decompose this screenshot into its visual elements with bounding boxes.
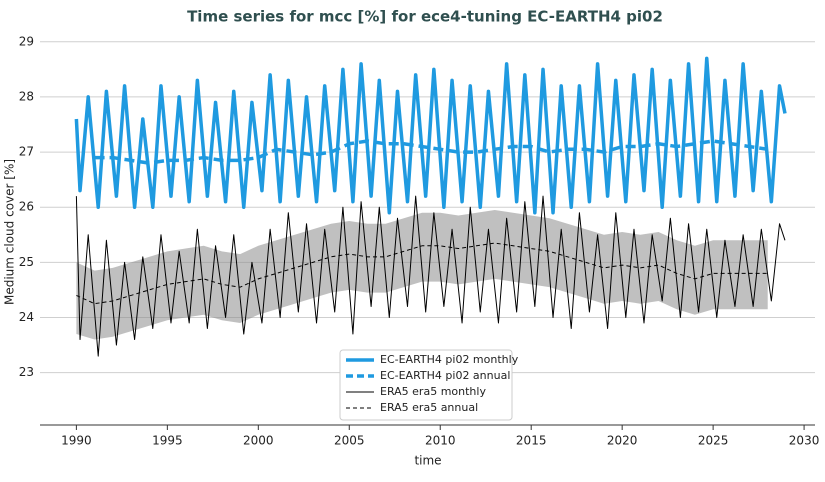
y-tick-label: 27 — [19, 145, 34, 159]
x-tick-label: 2010 — [425, 434, 456, 448]
y-tick-label: 29 — [19, 34, 34, 48]
series-line — [94, 139, 768, 165]
x-tick-label: 2030 — [789, 434, 820, 448]
legend: EC-EARTH4 pi02 monthly EC-EARTH4 pi02 ann… — [339, 349, 519, 421]
x-tick-label: 2015 — [516, 434, 547, 448]
series-line — [74, 56, 787, 215]
y-tick-label: 26 — [19, 200, 34, 214]
legend-label: ERA5 era5 monthly — [380, 385, 486, 398]
x-axis-label: time — [414, 454, 441, 468]
y-tick-label: 24 — [19, 310, 34, 324]
y-tick-label: 25 — [19, 255, 34, 269]
series-line — [76, 242, 768, 305]
x-tick-label: 1995 — [152, 434, 183, 448]
x-tick-label: 2005 — [334, 434, 365, 448]
legend-label: EC-EARTH4 pi02 monthly — [380, 353, 519, 366]
series-line — [75, 195, 786, 357]
x-tick-label: 2020 — [607, 434, 638, 448]
legend-label: ERA5 era5 annual — [380, 401, 478, 414]
y-tick-label: 28 — [19, 89, 34, 103]
legend-box — [339, 349, 513, 421]
y-tick-label: 23 — [19, 365, 34, 379]
x-tick-label: 2000 — [243, 434, 274, 448]
legend-label: EC-EARTH4 pi02 annual — [380, 369, 510, 382]
y-axis-label: Medium cloud cover [%] — [3, 159, 17, 305]
x-tick-label: 1990 — [61, 434, 92, 448]
chart-title: Time series for mcc [%] for ece4-tuning … — [187, 8, 663, 26]
x-tick-label: 2025 — [698, 434, 729, 448]
